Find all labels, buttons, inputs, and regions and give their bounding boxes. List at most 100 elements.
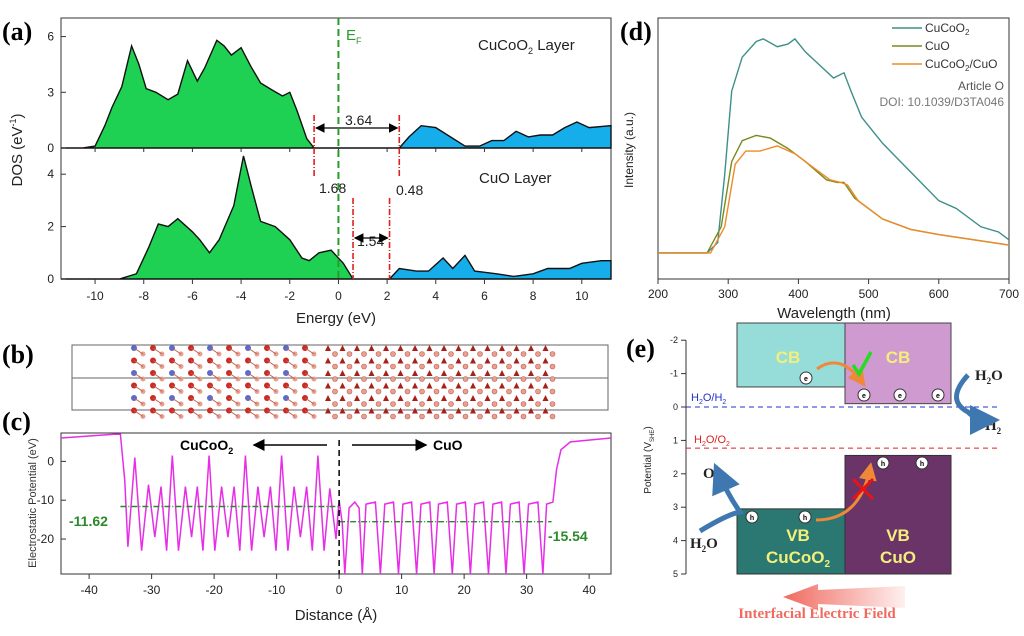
atom-cuo-cu [404, 351, 411, 357]
x-tick-label: -8 [138, 289, 149, 303]
potential-chart: Distance (Å) Electrostatic Potential (eV… [27, 432, 612, 624]
atom-cuo-cu [448, 376, 454, 382]
bond [304, 385, 315, 392]
atom-cuo-cu [491, 388, 498, 395]
atom-cuo-cu [404, 388, 411, 395]
hole-symbol: h [920, 461, 924, 468]
bond [247, 385, 258, 392]
atom-cuo-cu [375, 413, 382, 420]
pl-series-line [658, 134, 1010, 254]
atom-cuo-cu [375, 351, 382, 357]
atom-cuo-cu [433, 413, 440, 420]
bond [304, 372, 315, 380]
atom-cuo-cu [390, 401, 396, 407]
electron-transfer-arrow [816, 361, 866, 387]
atom-cuo-o [513, 370, 520, 376]
atom-cuo-o [528, 382, 534, 389]
hole-icon [915, 456, 929, 470]
atom-cuo-cu [448, 351, 454, 357]
bond [266, 347, 277, 355]
atom-cuo-cu [448, 413, 454, 420]
pl-plot-frame [657, 17, 1010, 280]
atom-cuo-cu [433, 388, 440, 395]
bond [285, 372, 296, 380]
atom-cuo-o [513, 357, 520, 364]
y-tick-label: 0 [47, 272, 54, 286]
atom-cuo-cu [375, 388, 382, 395]
bond [190, 360, 201, 367]
atom-cuo-cu [404, 363, 411, 370]
cuo-cb-label: CB [886, 348, 911, 367]
atom-cuo-cu [520, 401, 527, 407]
dos-chart: Energy (eV) DOS (eV-1) EF CuCoO2 Layer C… [8, 17, 612, 327]
bond [152, 385, 163, 392]
atom-cuo-cu [506, 363, 512, 370]
atom-cuo-cu [506, 401, 512, 407]
atom-cuo-o [397, 357, 404, 364]
atom-cuo-o [339, 407, 346, 414]
atom-cuo-cu [448, 388, 454, 395]
atom-cuo-o [484, 382, 491, 389]
conduction-band-area [397, 121, 612, 149]
atom-cuo-o [484, 357, 491, 364]
atom-cuo-o [354, 407, 360, 414]
atom-cuo-cu [462, 388, 469, 395]
valence-band-area [61, 39, 400, 149]
potential-line [60, 433, 612, 575]
panel-label-b: (b) [2, 340, 34, 369]
atom-cuo-o [412, 345, 418, 351]
atom-cuo-o [383, 382, 389, 389]
bond [228, 410, 239, 417]
atom-cuo-cu [361, 376, 367, 382]
atom-cuo-o [513, 407, 520, 414]
electric-field-arrow [783, 584, 905, 610]
atom-cuo-o [412, 382, 418, 389]
atom-cuo-cu [375, 363, 382, 370]
x-tick-label: 0 [336, 583, 343, 597]
atom-cuo-cu [520, 351, 527, 357]
atom-cuo-o [441, 370, 447, 376]
atom-cuo-cu [477, 413, 483, 420]
atom-cuo-o [484, 370, 491, 376]
bond [133, 385, 144, 392]
x-tick-label: 30 [520, 583, 534, 597]
potential-axis-label: Potential (VSHE) [643, 426, 656, 493]
atom-cuo-cu [390, 388, 396, 395]
atom-cuo-cu [390, 413, 396, 420]
cucoo2-cb-label: CB [776, 348, 801, 367]
bond [247, 397, 258, 405]
x-tick-label: 10 [575, 289, 589, 303]
bond [247, 410, 258, 417]
atom-cuo-o [441, 345, 447, 351]
x-tick-label: 6 [481, 289, 488, 303]
atom-cuo-o [368, 357, 375, 364]
bond [133, 360, 144, 367]
x-tick-label: 400 [788, 287, 808, 301]
atom-cuo-cu [419, 388, 425, 395]
x-tick-label: -6 [187, 289, 198, 303]
atom-cuo-cu [491, 351, 498, 357]
atom-cuo-cu [390, 376, 396, 382]
bond [266, 360, 277, 367]
x-tick-label: 500 [859, 287, 879, 301]
hole-symbol: h [750, 515, 754, 522]
fermi-level-label: EF [346, 27, 362, 46]
bond [209, 372, 220, 380]
x-tick-label: 700 [999, 287, 1019, 301]
atom-cuo-cu [462, 401, 469, 407]
cucoo2-material-label: CuCoO2 [766, 548, 831, 570]
h2o-o2-label: H2O/O2 [694, 434, 730, 448]
atom-cuo-o [397, 395, 404, 401]
cuo-vb-label: VB [886, 526, 910, 545]
atom-cuo-o [513, 382, 520, 389]
watermark-line1: Article O [958, 79, 1004, 93]
electron-symbol: e [804, 376, 808, 383]
y-tick-label: 2 [47, 220, 54, 234]
bond [152, 360, 163, 367]
bond [228, 397, 239, 405]
dos-y-axis-label: DOS (eV-1) [8, 113, 26, 186]
bond [247, 372, 258, 380]
bond [228, 347, 239, 355]
atom-cuo-o [513, 395, 520, 401]
atom-cuo-o [426, 395, 433, 401]
